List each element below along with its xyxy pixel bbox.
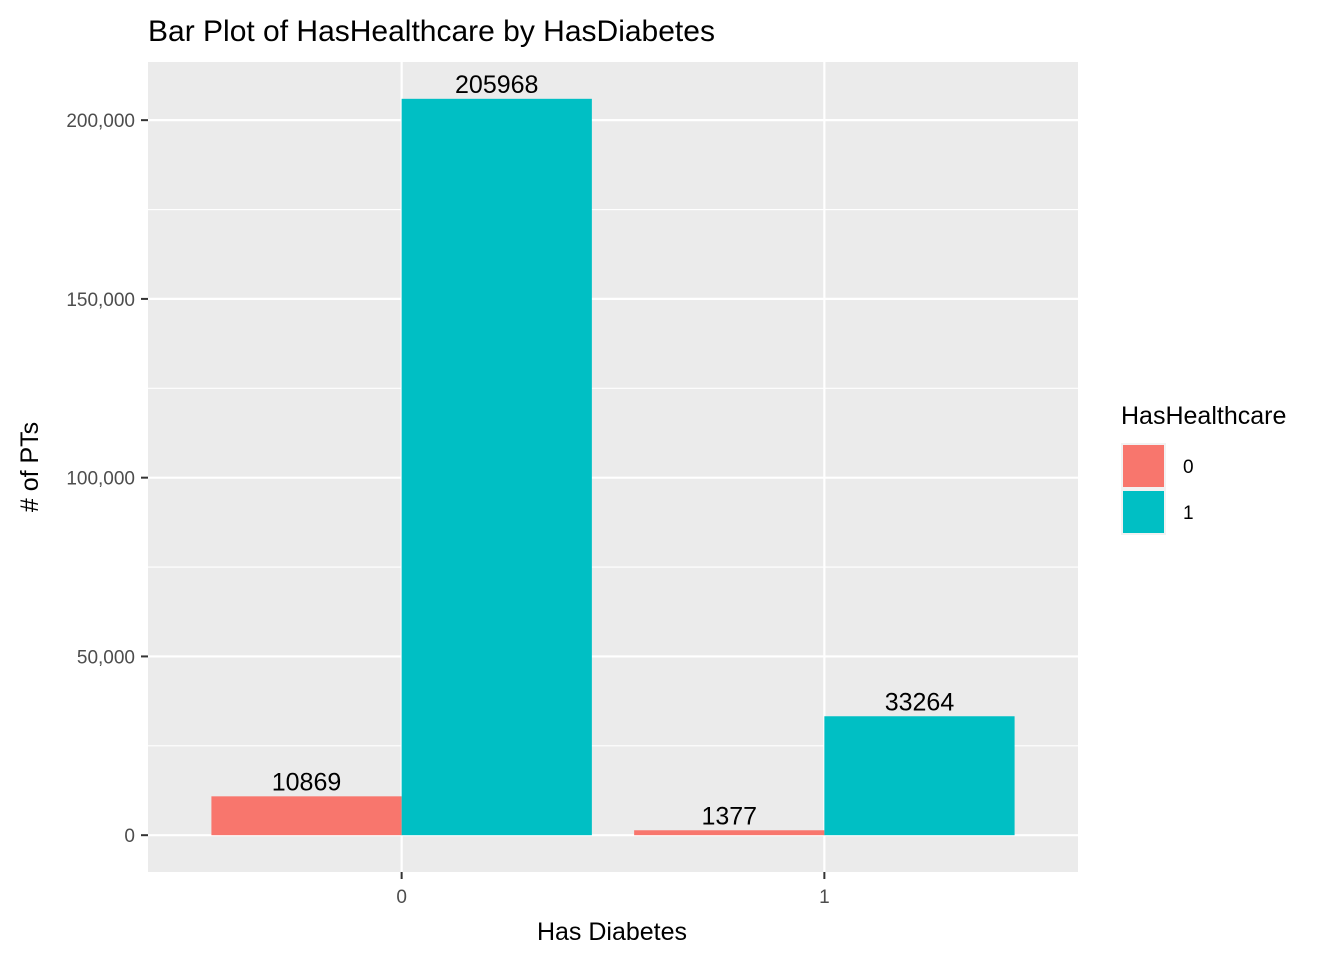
bar-1-series-1 [824, 716, 1015, 836]
legend-items: 01 [1121, 443, 1194, 535]
y-tick-label: 100,000 [66, 469, 135, 490]
legend-label: 0 [1183, 457, 1194, 478]
bars [211, 98, 1015, 836]
y-tick-label: 150,000 [66, 290, 135, 311]
data-label: 33264 [885, 688, 955, 716]
legend-swatch [1123, 491, 1164, 533]
bar-0-series-1 [401, 98, 592, 836]
y-axis: 0 50,000 100,000 150,000 200,000 [66, 111, 148, 847]
data-labels: 10869 205968 1377 33264 [272, 71, 955, 830]
legend-swatch [1123, 445, 1164, 487]
data-label: 205968 [455, 71, 538, 99]
x-tick-label: 0 [396, 887, 407, 908]
x-axis-title: Has Diabetes [537, 918, 687, 946]
y-tick-label: 0 [124, 826, 135, 847]
x-tick-label: 1 [819, 887, 830, 908]
legend: HasHealthcare 01 [1121, 402, 1286, 535]
bar-1-series-0 [634, 830, 825, 836]
legend-label: 1 [1183, 503, 1194, 524]
data-label: 1377 [701, 802, 757, 830]
y-axis-title: # of PTs [16, 422, 44, 512]
data-label: 10869 [272, 768, 342, 796]
y-tick-label: 50,000 [77, 647, 135, 668]
bar-0-series-0 [211, 796, 402, 836]
y-tick-label: 200,000 [66, 111, 135, 132]
chart-title: Bar Plot of HasHealthcare by HasDiabetes [148, 15, 715, 48]
legend-title: HasHealthcare [1121, 402, 1286, 430]
